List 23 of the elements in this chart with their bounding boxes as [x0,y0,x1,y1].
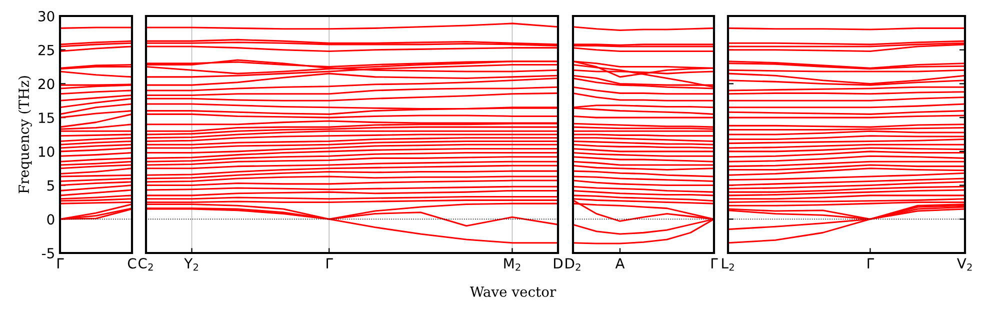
y-tick-label: 30 [38,10,54,22]
y-tick-label: -5 [42,248,54,258]
y-tick-label: 15 [38,112,54,124]
x-tick-label: A [615,258,625,268]
y-tick-label: 20 [38,78,54,90]
x-tick-label: C [128,258,136,269]
x-tick-label: C$_{2}$ [138,258,153,271]
x-tick-label: Y$_{2}$ [184,258,198,271]
x-tick-label: Γ [868,258,874,268]
x-axis-title: Wave vector [470,286,556,297]
y-tick-label: 0 [47,214,54,225]
x-tick-label: V$_{2}$ [956,258,972,271]
x-tick-label: Γ [711,258,718,268]
y-tick-label: 10 [38,146,54,157]
x-tick-label: D [554,258,563,268]
y-tick-label: 25 [38,44,54,56]
x-tick-label: Γ [326,258,333,268]
x-tick-label: M$_{2}$ [504,258,520,271]
y-tick-label: 5 [47,180,54,191]
x-tick-label: D$_{2}$ [566,258,580,271]
y-axis-title: Frequency (THz) [18,76,32,194]
x-tick-label: L$_{2}$ [722,258,734,271]
x-tick-label: Γ [57,258,64,268]
